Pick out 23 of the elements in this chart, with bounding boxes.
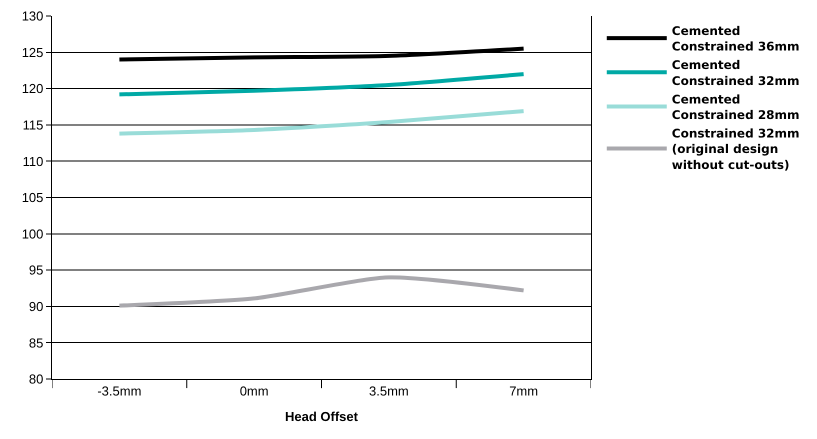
y-tick-label: 120 (22, 81, 44, 96)
line-series (117, 109, 526, 136)
y-tick-label: 115 (22, 117, 44, 132)
y-tick-label: 100 (22, 226, 44, 242)
y-tick-label: 125 (22, 44, 44, 60)
x-tick-label: 3.5mm (369, 384, 409, 399)
x-axis-title: Head Offset (285, 409, 359, 424)
line-series (117, 275, 526, 308)
y-tick-label: 105 (22, 190, 44, 206)
legend-label: Cemented Constrained 28mm (672, 92, 800, 122)
x-tick-label: -3.5mm (97, 384, 142, 399)
x-tick-label: 7mm (509, 384, 538, 399)
legend-label: Cemented Constrained 32mm (672, 58, 800, 88)
y-tick-label: 85 (28, 335, 44, 350)
y-tick-label: 90 (28, 298, 44, 314)
y-tick-label: 130 (22, 8, 44, 24)
line-series (117, 72, 526, 96)
y-tick-label: 95 (28, 262, 44, 278)
y-tick-label: 110 (22, 154, 44, 169)
x-tick-label: 0mm (240, 384, 269, 399)
legend-label: Cemented Constrained 36mm (672, 24, 800, 54)
legend-label: Constrained 32mm (original design without cut-outs) (672, 126, 800, 172)
y-tick-label: 80 (28, 372, 44, 387)
